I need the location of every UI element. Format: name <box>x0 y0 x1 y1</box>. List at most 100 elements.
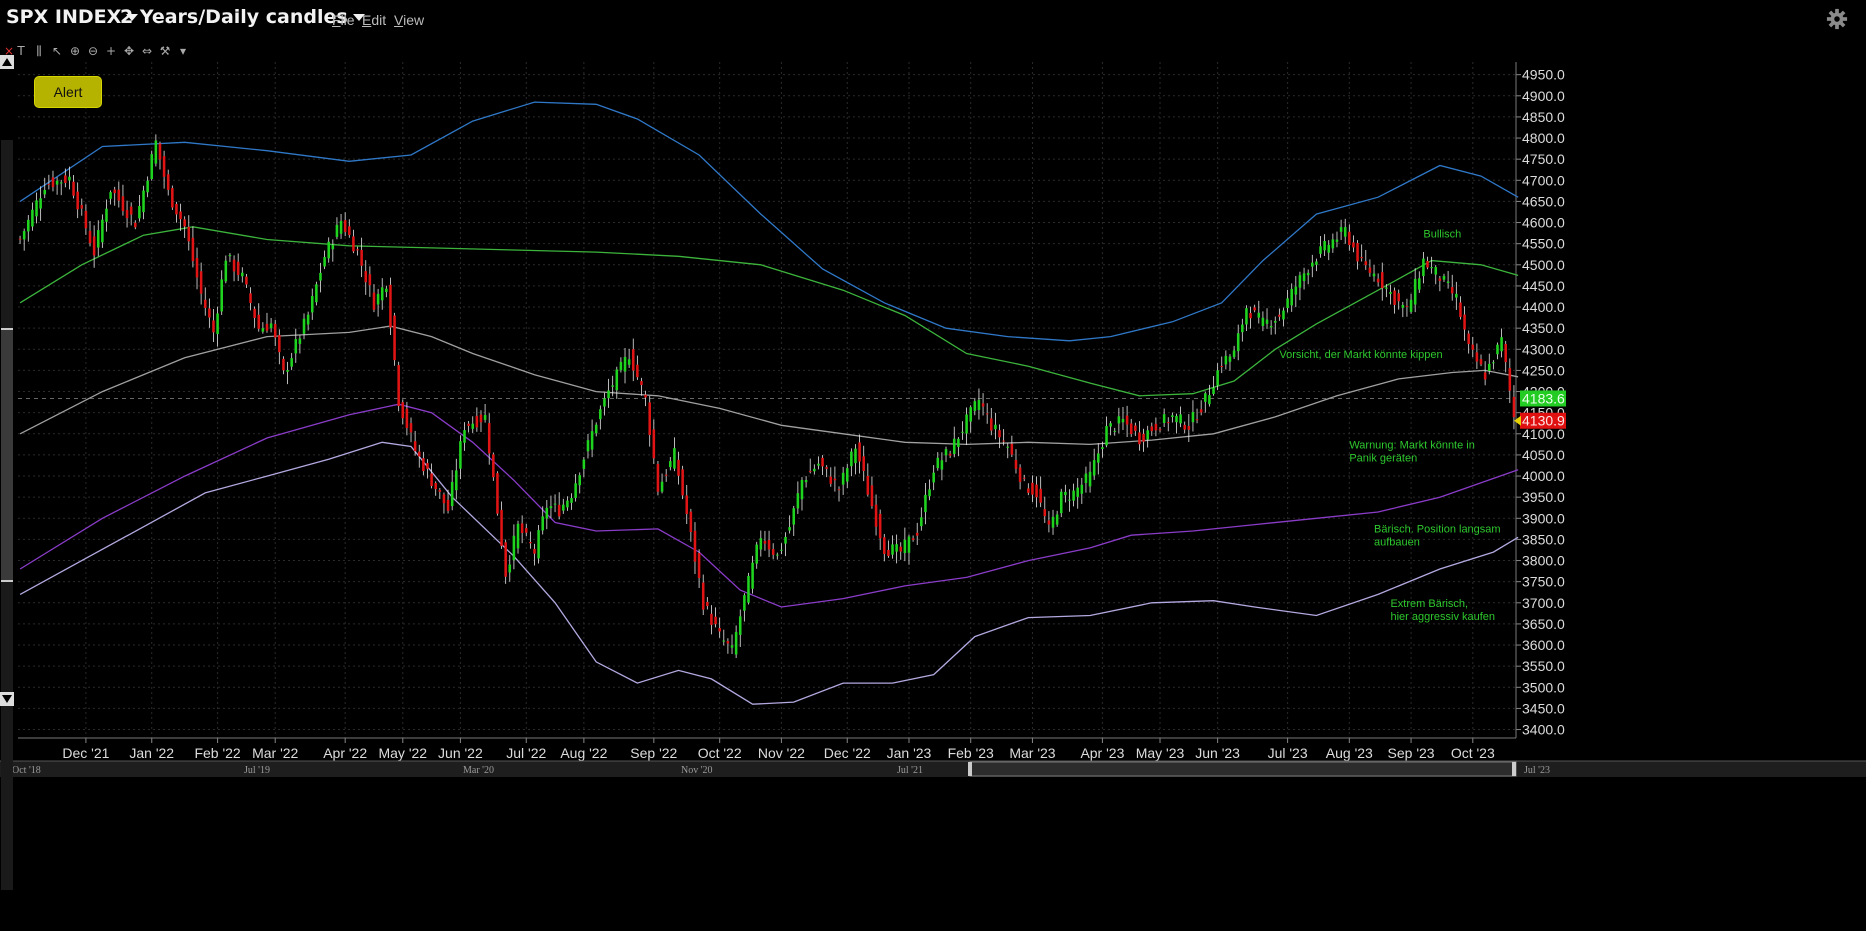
candle <box>1487 363 1491 371</box>
candle <box>866 475 870 495</box>
candle <box>664 474 668 476</box>
candle <box>714 616 717 625</box>
x-tick-label: Apr '23 <box>1080 745 1124 761</box>
candle <box>1261 317 1265 327</box>
candle <box>845 468 849 482</box>
candle <box>1311 262 1314 267</box>
candle <box>1479 359 1483 365</box>
y-tick-label: 4250.0 <box>1522 362 1565 378</box>
indicator-line <box>19 101 1519 342</box>
y-tick-label: 4800.0 <box>1522 130 1565 146</box>
y-tick-label: 4450.0 <box>1522 278 1565 294</box>
candle <box>1179 414 1182 424</box>
candle <box>697 552 701 579</box>
overview-tick-label: Mar '20 <box>463 765 494 776</box>
candle <box>504 542 507 577</box>
candle <box>241 272 244 277</box>
candle <box>1171 415 1174 417</box>
candle <box>343 220 347 233</box>
candle <box>372 292 376 310</box>
x-tick-label: Jul '22 <box>506 745 546 761</box>
candle <box>706 601 709 607</box>
x-tick-label: Nov '22 <box>758 745 805 761</box>
candle <box>109 192 112 199</box>
candle <box>636 364 639 378</box>
menu-file[interactable]: File <box>332 12 355 28</box>
price-marker-icon <box>1514 415 1521 426</box>
candle <box>1372 273 1376 277</box>
candle <box>932 472 935 483</box>
candle <box>430 473 433 486</box>
candle <box>331 244 335 250</box>
candlestick-chart[interactable]: 3400.0 3450.0 3500.0 3550.0 3600.0 3650.0 3700… <box>0 62 1866 931</box>
crosshair-icon[interactable]: + <box>105 44 117 58</box>
candle <box>1022 477 1026 479</box>
candle <box>1463 314 1466 330</box>
candle <box>738 616 742 635</box>
candle <box>76 191 79 210</box>
candle <box>187 226 191 242</box>
candle <box>681 469 684 496</box>
candle <box>759 538 763 550</box>
close-icon[interactable]: × <box>3 44 15 58</box>
candle <box>315 284 318 303</box>
candle <box>1018 467 1022 482</box>
plot-background <box>18 62 1516 738</box>
candle <box>113 189 116 194</box>
settings-tool-icon[interactable]: ⚒ <box>159 44 171 58</box>
text-tool-icon[interactable]: T <box>17 44 25 58</box>
annotation-text: Bärisch. Position langsam <box>1374 524 1501 536</box>
period-selector[interactable]: 2 Years/Daily candles <box>120 6 365 28</box>
menu-view[interactable]: View <box>394 12 424 28</box>
candle <box>771 548 775 555</box>
candle <box>1438 278 1442 282</box>
scroll-up-button[interactable] <box>0 55 14 69</box>
zoom-in-icon[interactable]: ⊕ <box>69 44 81 58</box>
candle <box>249 293 252 304</box>
candle <box>455 470 458 491</box>
candle <box>150 154 154 179</box>
candle <box>891 544 894 555</box>
annotation-text: Warnung: Markt könnte in <box>1349 440 1475 452</box>
gear-icon[interactable] <box>1826 8 1848 30</box>
candle <box>730 645 734 648</box>
candle <box>660 481 664 492</box>
candle <box>1306 272 1310 276</box>
candle <box>55 180 59 185</box>
y-tick-label: 4850.0 <box>1522 109 1565 125</box>
pointer-tool-icon[interactable]: ↖ <box>51 44 63 58</box>
y-tick-label: 4400.0 <box>1522 299 1565 315</box>
candle <box>471 423 475 429</box>
zoom-out-icon[interactable]: ⊖ <box>87 44 99 58</box>
menu-edit[interactable]: Edit <box>362 12 386 28</box>
candle <box>631 349 635 371</box>
candle <box>228 255 232 257</box>
candle <box>965 414 968 434</box>
overview-handle-left <box>968 762 972 776</box>
candle <box>590 431 594 450</box>
candle <box>310 296 314 313</box>
candle <box>623 357 627 372</box>
fit-tool-icon[interactable]: ⇔ <box>141 44 153 58</box>
dropdown-icon[interactable]: ▾ <box>179 44 187 58</box>
candle <box>1006 446 1010 448</box>
symbol-selector[interactable]: SPX INDEX <box>6 6 139 28</box>
indicator-line <box>19 325 1519 446</box>
candle <box>644 394 647 398</box>
candle <box>1010 443 1014 455</box>
y-tick-label: 4500.0 <box>1522 257 1565 273</box>
chevron-down-icon <box>126 14 139 21</box>
indicator-line <box>19 403 1519 608</box>
candle <box>800 479 804 500</box>
chart-area: 3400.0 3450.0 3500.0 3550.0 3600.0 3650.0 3700… <box>0 55 1866 931</box>
candle <box>1397 293 1400 302</box>
bars-tool-icon[interactable]: ⫼ <box>36 44 42 58</box>
candle <box>1088 471 1092 487</box>
candle <box>850 451 853 467</box>
alert-button[interactable]: Alert <box>34 76 102 108</box>
pan-tool-icon[interactable]: ✥ <box>123 44 135 58</box>
candle <box>1117 416 1121 424</box>
candle <box>1224 355 1228 365</box>
scroll-down-button[interactable] <box>0 692 14 706</box>
vertical-scrollbar-thumb[interactable] <box>1 328 13 582</box>
